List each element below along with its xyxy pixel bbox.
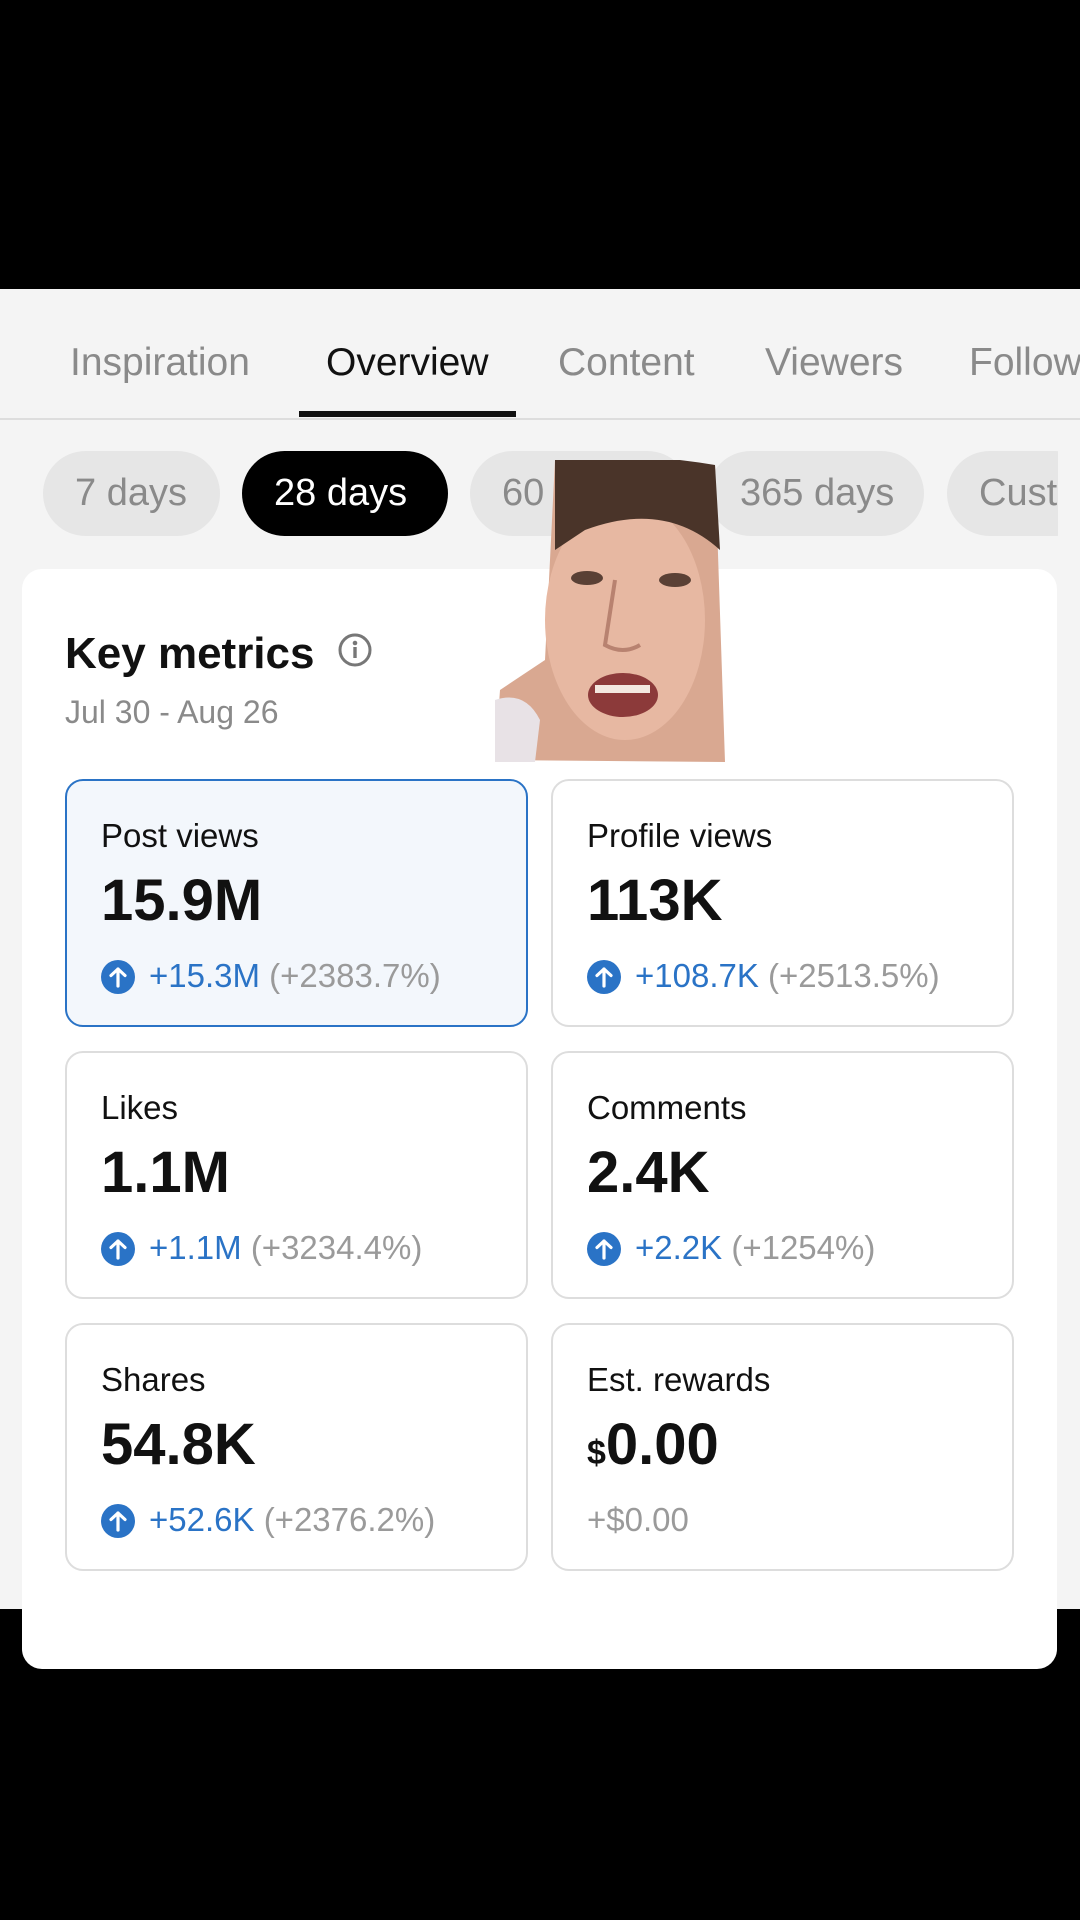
value: 2.4K	[587, 1140, 710, 1205]
percent: (+2513.5%)	[768, 957, 940, 994]
tab-bar: Inspiration Overview Content Viewers Follow	[0, 289, 1080, 420]
key-metrics-card: Key metrics Jul 30 - Aug 26 Post views 15…	[22, 569, 1057, 1669]
percent: (+2383.7%)	[269, 957, 441, 994]
metric-change: +2.2K (+1254%)	[587, 1229, 875, 1267]
metric-card[interactable]: Post views 15.9M +15.3M (+2383.7%)	[65, 779, 528, 1027]
trend-up-icon	[101, 1232, 135, 1266]
pill[interactable]: 365 days	[708, 451, 924, 536]
metric-value: 54.8K	[101, 1411, 256, 1478]
metric-label: Profile views	[587, 817, 773, 854]
tab[interactable]: Follow	[969, 341, 1080, 384]
metric-label: Shares	[101, 1361, 206, 1398]
metric-label: Est. rewards	[587, 1361, 771, 1398]
metric-value: $0.00	[587, 1411, 719, 1478]
percent: (+3234.4%)	[250, 1229, 423, 1266]
metric-value: 15.9M	[101, 867, 262, 934]
change: +108.7K	[635, 957, 759, 994]
video-overlay	[495, 460, 725, 762]
metric-change: +$0.00	[587, 1501, 689, 1539]
change: +52.6K	[149, 1501, 255, 1538]
pill[interactable]: 7 days	[43, 451, 220, 536]
value: 0.00	[605, 1412, 719, 1477]
metric-value: 2.4K	[587, 1139, 710, 1206]
date-range: Jul 30 - Aug 26	[65, 694, 279, 730]
currency: $	[587, 1434, 606, 1472]
section-title: Key metrics	[65, 629, 315, 678]
trend-up-icon	[101, 960, 135, 994]
metric-label: Comments	[587, 1089, 747, 1126]
tab[interactable]: Inspiration	[70, 341, 250, 384]
metric-label: Likes	[101, 1089, 179, 1126]
metric-value: 113K	[587, 867, 722, 934]
metric-label: Post views	[101, 817, 259, 854]
tab[interactable]: Content	[558, 341, 695, 384]
value: 54.8K	[101, 1412, 256, 1477]
change: +15.3M	[149, 957, 260, 994]
change: +$0.00	[587, 1501, 689, 1538]
metric-change: +108.7K (+2513.5%)	[587, 957, 940, 995]
info-icon[interactable]	[337, 632, 373, 668]
change: +2.2K	[635, 1229, 723, 1266]
value: 15.9M	[101, 868, 263, 933]
percent: (+2376.2%)	[263, 1501, 436, 1538]
tab[interactable]: Overview	[326, 341, 489, 384]
metric-card[interactable]: Likes 1.1M +1.1M (+3234.4%)	[65, 1051, 528, 1299]
trend-up-icon	[587, 1232, 621, 1266]
metric-card[interactable]: Profile views 113K +108.7K (+2513.5%)	[551, 779, 1014, 1027]
tab[interactable]: Viewers	[765, 341, 904, 384]
value: 113K	[587, 868, 723, 933]
value: 1.1M	[101, 1140, 230, 1205]
trend-up-icon	[587, 960, 621, 994]
metric-change: +15.3M (+2383.7%)	[101, 957, 441, 995]
tab-underline	[299, 411, 516, 417]
percent: (+1254%)	[731, 1229, 876, 1266]
metric-change: +52.6K (+2376.2%)	[101, 1501, 435, 1539]
metric-card[interactable]: Est. rewards $0.00 +$0.00	[551, 1323, 1014, 1571]
metric-value: 1.1M	[101, 1139, 230, 1206]
metric-card[interactable]: Shares 54.8K +52.6K (+2376.2%)	[65, 1323, 528, 1571]
pill[interactable]: 28 days	[242, 451, 448, 536]
change: +1.1M	[149, 1229, 242, 1266]
trend-up-icon	[101, 1504, 135, 1538]
pill[interactable]: Custom	[947, 451, 1058, 536]
metric-card[interactable]: Comments 2.4K +2.2K (+1254%)	[551, 1051, 1014, 1299]
metric-change: +1.1M (+3234.4%)	[101, 1229, 422, 1267]
